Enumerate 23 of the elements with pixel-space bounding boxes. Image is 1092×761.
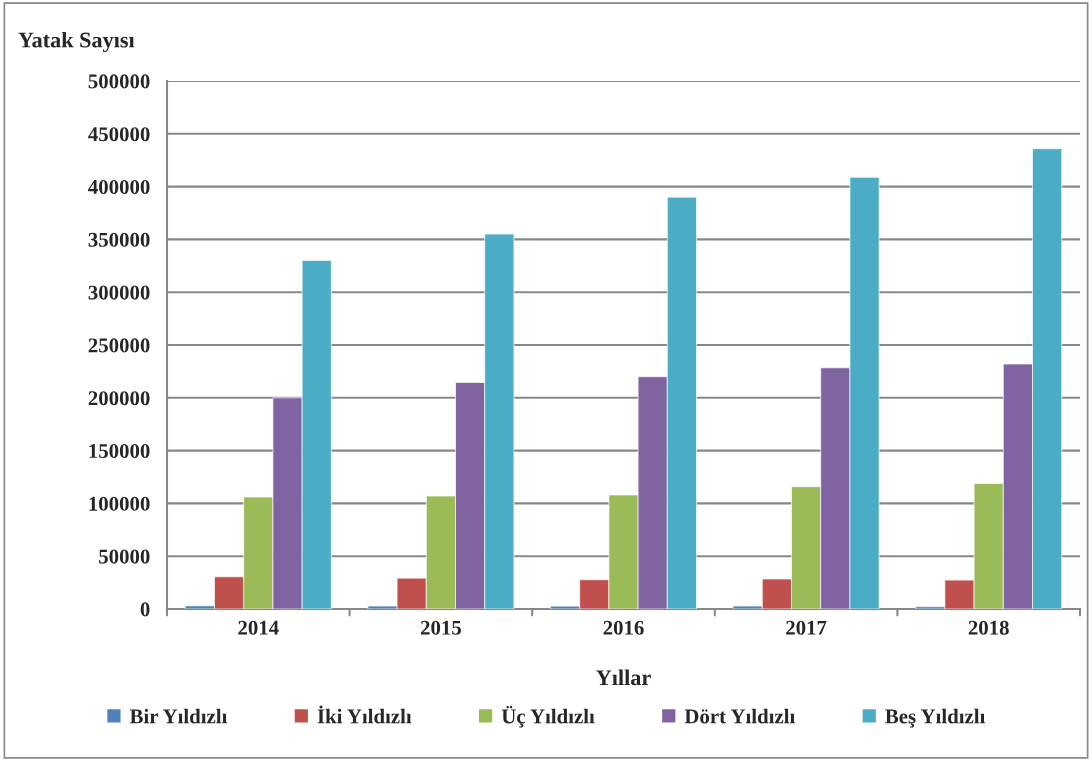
y-tick-label: 500000 (88, 74, 150, 89)
y-tick-label: 50000 (99, 549, 150, 564)
legend-label: İki Yıldızlı (317, 705, 412, 724)
x-tick-label: 2016 (603, 620, 644, 635)
y-tick-label: 200000 (88, 391, 150, 406)
legend-label: Beş Yıldızlı (885, 708, 986, 728)
x-tick-label: 2015 (420, 620, 461, 635)
y-tick-label: 250000 (88, 338, 150, 353)
x-tick-label: 2017 (786, 620, 827, 635)
y-tick-label: 350000 (88, 232, 150, 247)
legend-label: Üç Yıldızlı (501, 705, 595, 728)
y-tick-label: 150000 (89, 443, 150, 459)
y-tick-label: 0 (140, 602, 150, 617)
x-axis-title: Yıllar (596, 669, 651, 686)
x-tick-label: 2018 (968, 620, 1009, 635)
y-tick-label: 300000 (88, 285, 150, 300)
y-tick-label: 400000 (88, 179, 150, 195)
y-axis-title: Yatak Sayısı (18, 31, 135, 53)
y-tick-label: 100000 (89, 496, 150, 511)
x-tick-label: 2014 (238, 620, 279, 635)
legend-label: Dört Yıldızlı (684, 708, 795, 724)
y-tick-label: 450000 (88, 127, 150, 142)
legend-label: Bir Yıldızlı (129, 708, 228, 724)
